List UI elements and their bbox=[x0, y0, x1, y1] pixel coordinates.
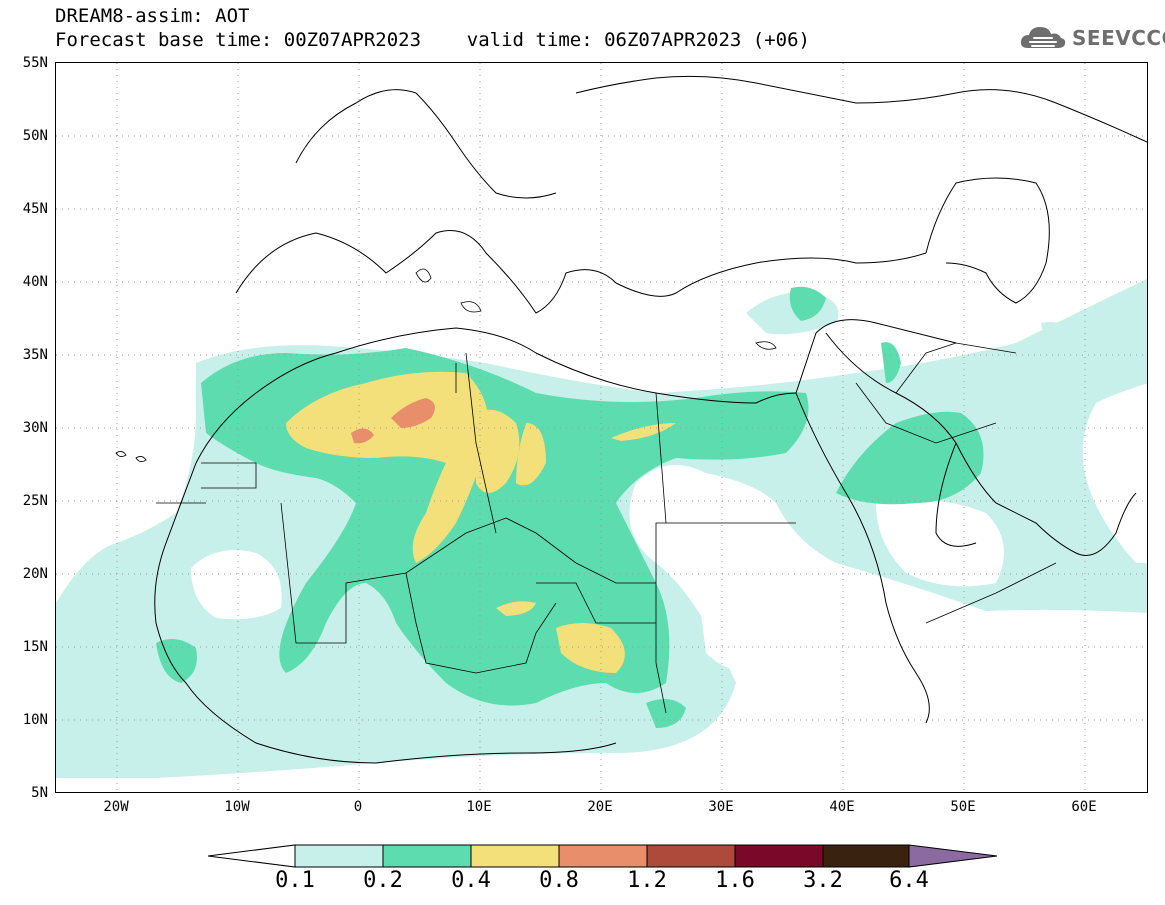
lon-label-20w: 20W bbox=[103, 799, 129, 815]
colorbar-segment-3 bbox=[470, 844, 560, 868]
colorbar-segment-4 bbox=[558, 844, 648, 868]
colorbar-label-6.4: 6.4 bbox=[889, 868, 929, 893]
colorbar-label-0.8: 0.8 bbox=[539, 868, 579, 893]
colorbar-segment-7 bbox=[822, 844, 910, 868]
lat-label-40n: 40N bbox=[22, 274, 48, 290]
islands bbox=[115, 268, 777, 462]
logo-text: SEEVCCC bbox=[1072, 26, 1165, 50]
lon-label-40e: 40E bbox=[829, 799, 855, 815]
colorbar-segment-6 bbox=[734, 844, 824, 868]
lat-label-50n: 50N bbox=[22, 128, 48, 144]
colorbar-label-0.4: 0.4 bbox=[451, 868, 491, 893]
lat-label-45n: 45N bbox=[22, 201, 48, 217]
lat-label-30n: 30N bbox=[22, 420, 48, 436]
forecast-time-line: Forecast base time: 00Z07APR2023 valid t… bbox=[55, 29, 810, 51]
map-canvas bbox=[56, 63, 1147, 792]
colorbar-label-0.1: 0.1 bbox=[275, 868, 315, 893]
lon-label-30e: 30E bbox=[708, 799, 734, 815]
lat-label-55n: 55N bbox=[22, 55, 48, 71]
colorbar-label-1.2: 1.2 bbox=[627, 868, 667, 893]
map-title: DREAM8-assim: AOT bbox=[55, 5, 250, 27]
lat-label-10n: 10N bbox=[22, 712, 48, 728]
colorbar-segment-above bbox=[908, 844, 998, 868]
lon-label-10e: 10E bbox=[466, 799, 492, 815]
colorbar-segment-5 bbox=[646, 844, 736, 868]
map-panel bbox=[55, 62, 1148, 793]
colorbar-label-0.2: 0.2 bbox=[363, 868, 403, 893]
colorbar-segment-1 bbox=[294, 844, 384, 868]
lat-label-15n: 15N bbox=[22, 639, 48, 655]
aot-level-0.4 bbox=[286, 371, 676, 673]
lon-label-20e: 20E bbox=[587, 799, 613, 815]
colorbar-segment-below bbox=[207, 844, 296, 868]
lat-label-35n: 35N bbox=[22, 347, 48, 363]
seevccc-logo: SEEVCCC bbox=[1018, 22, 1165, 54]
colorbar-segment-2 bbox=[382, 844, 472, 868]
colorbar-label-1.6: 1.6 bbox=[715, 868, 755, 893]
lon-label-60e: 60E bbox=[1071, 799, 1097, 815]
coastlines bbox=[154, 75, 1147, 764]
lat-label-20n: 20N bbox=[22, 566, 48, 582]
lat-label-5n: 5N bbox=[31, 785, 48, 801]
country-borders bbox=[156, 342, 1057, 714]
lon-label-0: 0 bbox=[353, 799, 363, 815]
colorbar-label-3.2: 3.2 bbox=[803, 868, 843, 893]
aot-level-0.8 bbox=[351, 398, 435, 444]
cloud-icon bbox=[1020, 27, 1066, 48]
lat-label-25n: 25N bbox=[22, 493, 48, 509]
lon-label-50e: 50E bbox=[950, 799, 976, 815]
map-header: DREAM8-assim: AOT Forecast base time: 00… bbox=[55, 4, 810, 52]
graticule bbox=[56, 63, 1147, 792]
lon-label-10w: 10W bbox=[224, 799, 250, 815]
colorbar bbox=[207, 844, 998, 868]
aot-clear-areas bbox=[191, 489, 1004, 671]
